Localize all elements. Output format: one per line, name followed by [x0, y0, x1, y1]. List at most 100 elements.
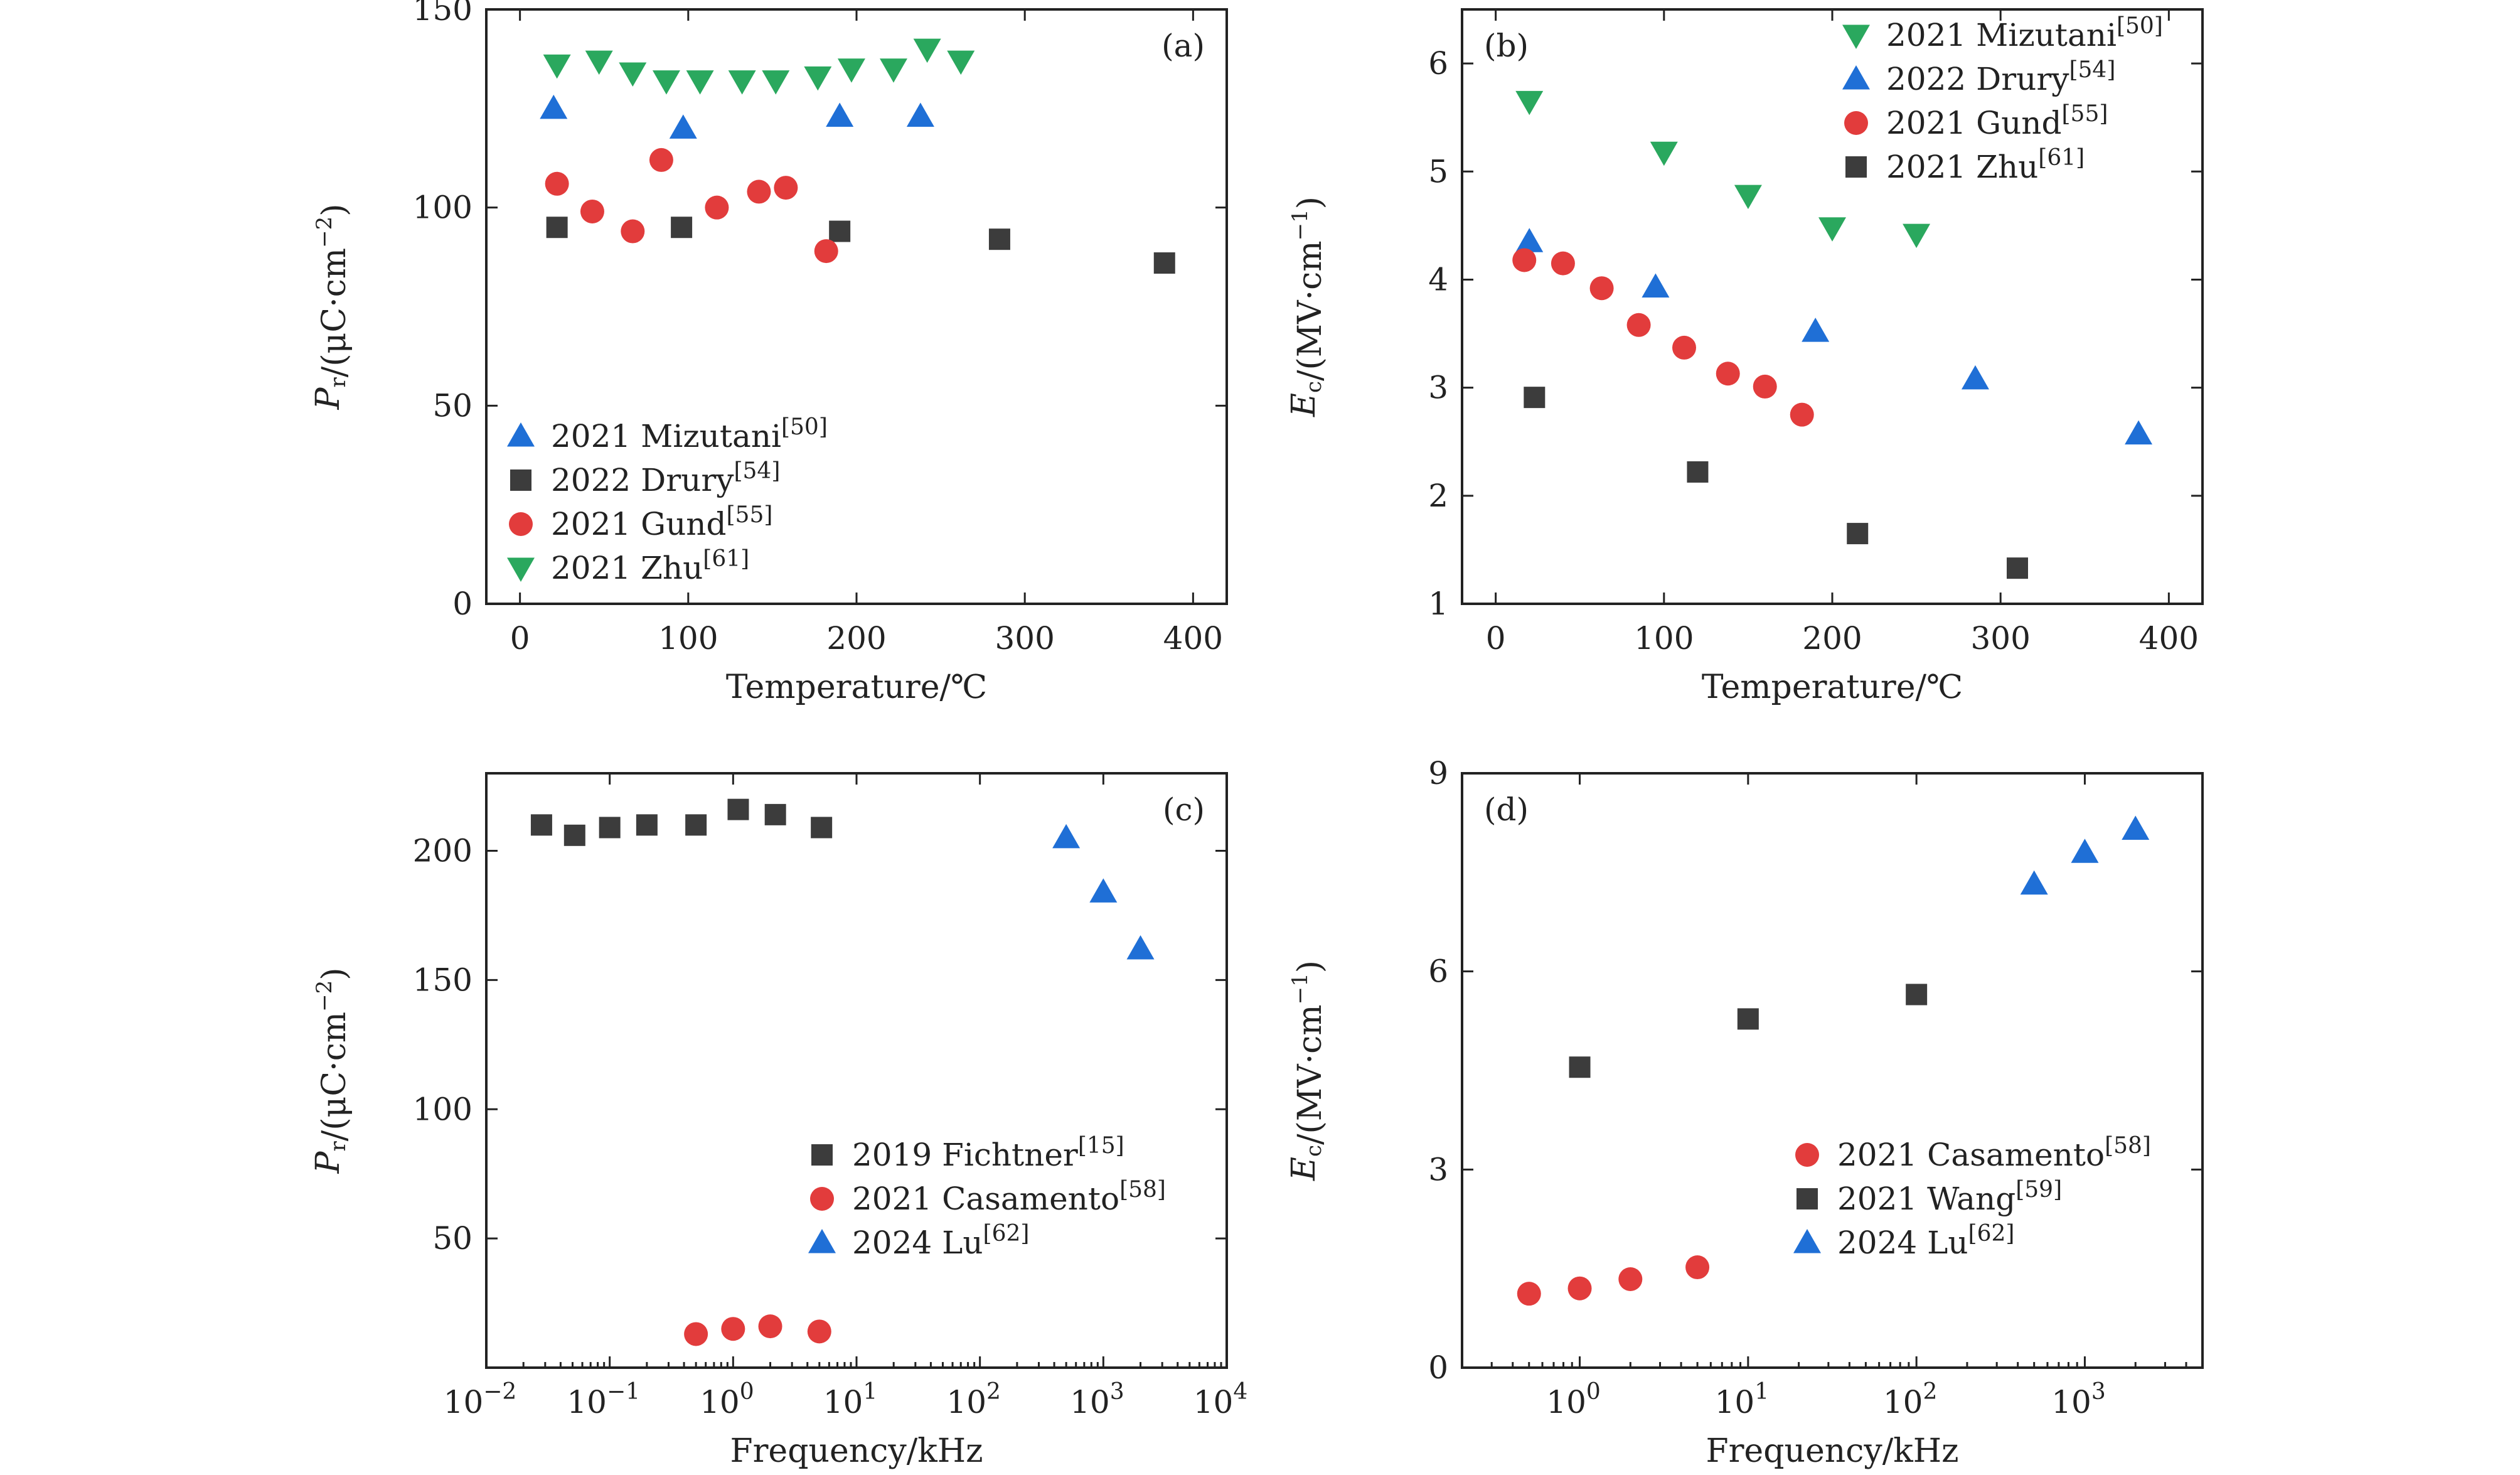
y-tick-label: 150 — [413, 962, 472, 998]
data-point — [829, 220, 851, 242]
data-point — [671, 217, 693, 239]
panel-label: (c) — [1163, 791, 1205, 828]
data-point — [1961, 365, 1989, 390]
x-tick-label: 400 — [2139, 620, 2199, 657]
x-tick-label: 100 — [658, 620, 718, 657]
legend: 2021 Mizutani[50]2022 Drury[54]2021 Gund… — [1842, 13, 2163, 185]
data-point — [705, 195, 729, 220]
y-tick-label: 200 — [413, 833, 472, 869]
y-tick-label: 5 — [1428, 153, 1448, 190]
legend-marker — [509, 512, 533, 536]
plot-frame — [1461, 772, 2204, 1369]
series-2022-drury — [546, 217, 1175, 274]
data-point — [1790, 402, 1814, 427]
data-point — [1685, 1255, 1710, 1280]
data-point — [1734, 185, 1762, 210]
data-point — [652, 70, 680, 95]
x-tick-label: 104 — [1193, 1379, 1248, 1420]
series-2021-mizutani — [540, 94, 934, 139]
data-point — [621, 219, 645, 244]
data-point — [1551, 251, 1575, 276]
data-point — [814, 239, 838, 264]
legend-label: 2021 Zhu[61] — [1886, 145, 2085, 185]
data-point — [599, 817, 621, 839]
data-point — [988, 228, 1010, 250]
data-point — [1847, 523, 1869, 545]
series-2021-gund — [1512, 248, 1814, 427]
panel-label: (b) — [1484, 28, 1529, 64]
data-point — [669, 114, 697, 139]
y-tick-label: 3 — [1428, 1151, 1448, 1188]
x-tick-label: 100 — [1546, 1379, 1601, 1420]
y-tick-label: 150 — [413, 0, 472, 28]
data-point — [636, 814, 658, 836]
data-point — [1802, 318, 1830, 342]
panel-c: 10−2 10−1 100 101 102 103 104 50 100 150 200 Freque… — [309, 772, 1248, 1470]
y-tick-label: 50 — [432, 1220, 472, 1257]
data-point — [540, 94, 568, 119]
data-point — [1589, 276, 1614, 301]
plot-frame — [1461, 8, 2204, 605]
data-point — [685, 814, 707, 836]
legend-label: 2021 Mizutani[50] — [1886, 13, 2163, 53]
data-point — [1517, 1282, 1541, 1306]
x-axis-title: Temperature/℃ — [1702, 668, 1963, 706]
y-tick-label: 100 — [413, 190, 472, 226]
data-point — [1818, 217, 1846, 242]
series-2024-lu — [2020, 815, 2150, 895]
data-point — [1650, 141, 1678, 166]
data-point — [1089, 878, 1118, 903]
data-point — [913, 38, 941, 63]
legend-marker — [1793, 1229, 1821, 1253]
data-point — [2122, 815, 2150, 840]
data-point — [1515, 90, 1544, 115]
data-point — [758, 1314, 782, 1339]
legend-label: 2021 Casamento[58] — [852, 1177, 1166, 1217]
data-point — [686, 70, 714, 95]
data-point — [728, 70, 756, 95]
data-point — [747, 180, 771, 204]
y-axis-title: Pr/(μC·cm−2) — [309, 967, 353, 1174]
series-2021-zhu — [543, 38, 975, 95]
legend-marker — [811, 1144, 833, 1166]
panel-d: 100 101 102 103 0 3 6 9 Frequency/kHz Ec/(MV·cm−1… — [1285, 755, 2204, 1470]
legend: 2021 Mizutani[50]2022 Drury[54]2021 Gund… — [507, 414, 828, 586]
legend-label: 2021 Gund[55] — [551, 502, 772, 542]
x-tick-label: 400 — [1163, 620, 1223, 657]
data-point — [1515, 228, 1544, 252]
x-tick-label: 300 — [1970, 620, 2030, 657]
data-point — [2125, 420, 2153, 445]
data-point — [804, 66, 832, 91]
data-point — [649, 148, 673, 172]
legend-marker — [507, 557, 535, 582]
y-tick-label: 0 — [452, 586, 472, 622]
y-tick-label: 9 — [1428, 755, 1448, 791]
data-point — [807, 1319, 831, 1344]
legend-marker — [808, 1229, 836, 1253]
legend: 2019 Fichtner[15]2021 Casamento[58]2024 … — [808, 1133, 1166, 1261]
legend-marker — [1845, 156, 1867, 178]
y-tick-label: 0 — [1428, 1349, 1448, 1386]
data-point — [2071, 839, 2099, 863]
data-point — [1737, 1008, 1759, 1030]
data-point — [1567, 1276, 1592, 1301]
data-point — [1618, 1267, 1643, 1292]
y-tick-label: 50 — [432, 387, 472, 424]
data-point — [1569, 1056, 1591, 1078]
x-axis-title: Temperature/℃ — [726, 668, 987, 706]
plot-frame — [485, 772, 1228, 1369]
panel-a: 0 100 200 300 400 0 50 100 150 Temperature/℃ Pr/(μ… — [309, 0, 1228, 706]
data-point — [2007, 557, 2028, 579]
legend-label: 2021 Zhu[61] — [551, 546, 749, 586]
y-axis-title: Pr/(μC·cm−2) — [309, 203, 353, 410]
legend-marker — [810, 1187, 834, 1211]
panel-b: 0 100 200 300 400 1 2 3 4 5 6 Temperature/℃ Ec/(MV·c… — [1285, 8, 2204, 706]
legend-label: 2021 Mizutani[50] — [551, 414, 828, 454]
data-point — [580, 199, 604, 223]
series-2021-mizutani — [1515, 90, 1931, 249]
data-point — [1903, 223, 1931, 249]
data-point — [563, 824, 585, 846]
data-point — [585, 50, 613, 75]
data-point — [1753, 374, 1777, 399]
